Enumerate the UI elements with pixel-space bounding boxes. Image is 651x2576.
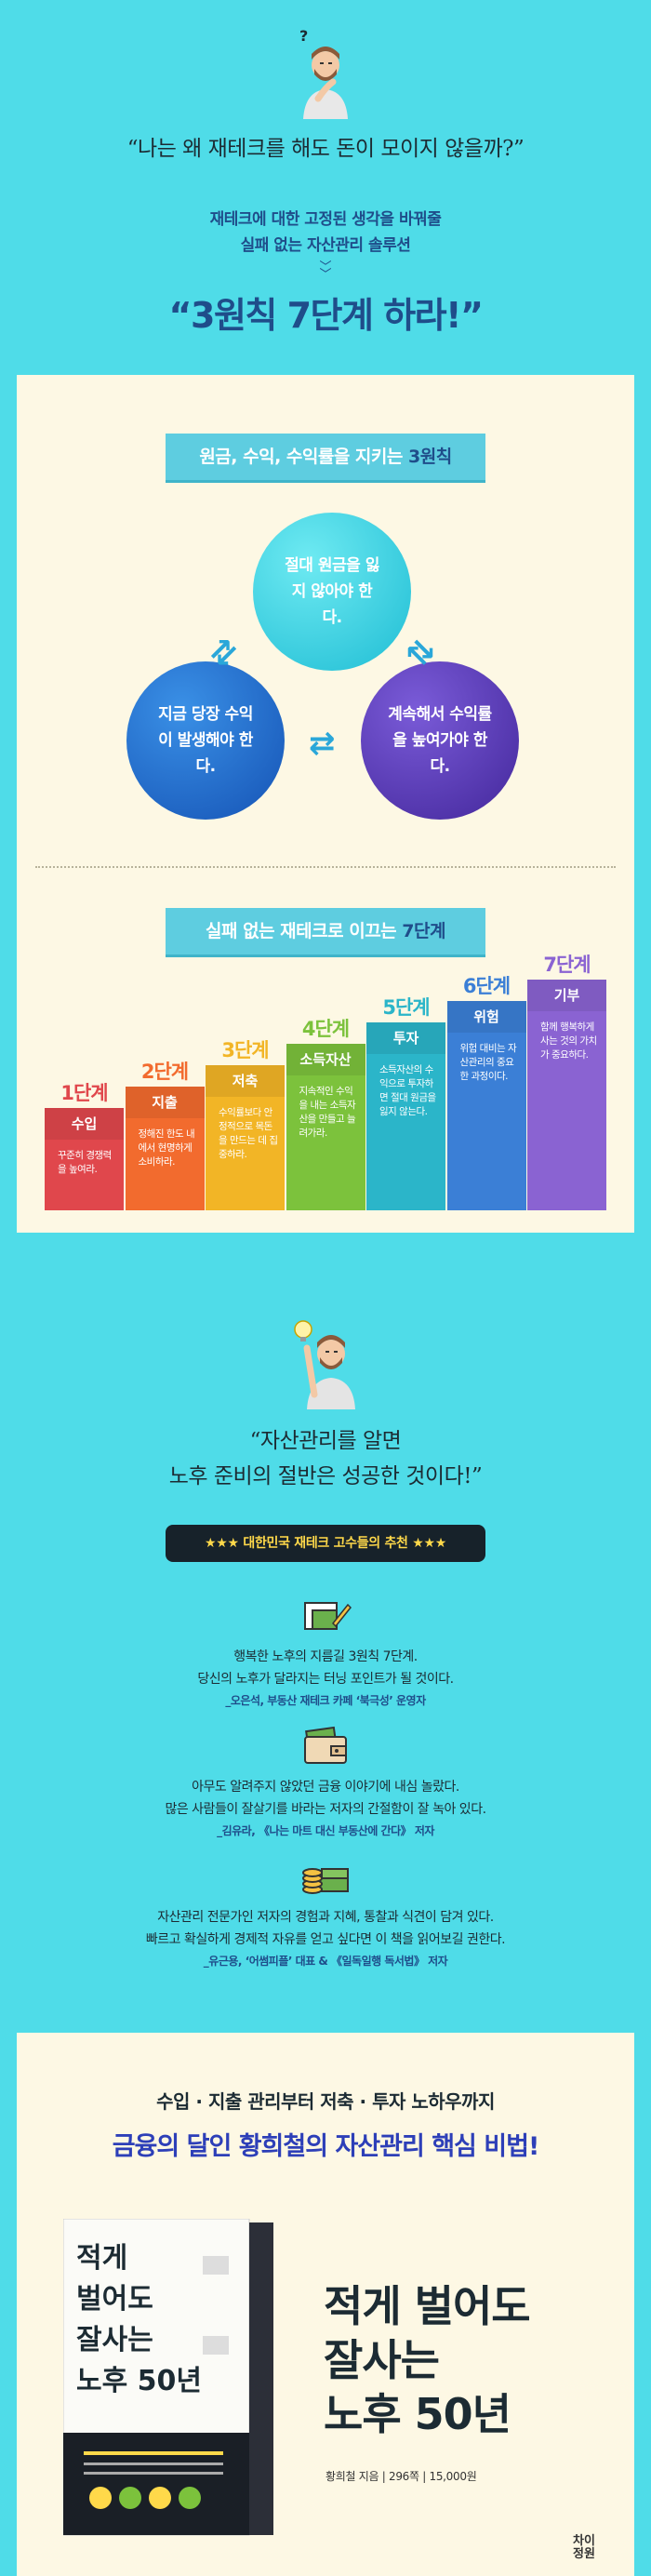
step-title: 투자 xyxy=(366,1022,445,1054)
step-number: 2단계 xyxy=(140,1061,189,1083)
book-panel: 수입 · 지출 관리부터 저축 · 투자 노하우까지 금융의 달인 황희철의 자… xyxy=(17,2033,634,2576)
step-title: 저축 xyxy=(206,1065,285,1097)
book-lead: 수입 · 지출 관리부터 저축 · 투자 노하우까지 xyxy=(156,2090,495,2113)
step-description: 수익률보다 안정적으로 목돈을 만드는 데 집중하라. xyxy=(219,1107,278,1160)
principles-ribbon-text: 원금, 수익, 수익률을 지키는 xyxy=(199,447,408,467)
book-meta: 황희철 지음 | 296쪽 | 15,000원 xyxy=(326,2470,477,2483)
recommendation-item: 자산관리 전문가인 저자의 경험과 지혜, 통찰과 식견이 담겨 있다. 빠르고… xyxy=(0,1856,651,1969)
step-description: 소득자산의 수익으로 투자하면 절대 원금을 잃지 않는다. xyxy=(379,1064,436,1117)
step-description: 꾸준히 경쟁력을 높여라. xyxy=(58,1150,112,1175)
recommendation-line2: 당신의 노후가 달라지는 터닝 포인트가 될 것이다. xyxy=(197,1672,454,1687)
book-tagline: 금융의 달인 황희철의 자산관리 핵심 비법! xyxy=(112,2132,540,2161)
recommendation-author: _유근용, ‘어썸피플’ 대표 & 《일독일행 독서법》 저자 xyxy=(203,1955,448,1968)
recommendation-item: 아무도 알려주지 않았던 금융 이야기에 내심 놀랐다. 많은 사람들이 잘살기… xyxy=(0,1726,651,1838)
book-title-line2: 잘사는 xyxy=(324,2335,440,2385)
chevron-down-icon: ﹀ ﹀ xyxy=(319,260,332,282)
steps-ribbon-emphasis: 7단계 xyxy=(402,921,445,941)
step-title: 지출 xyxy=(125,1087,205,1118)
intro-section: ? “나는 왜 재테크를 해도 돈이 모이지 않을까?” 재테크에 대한 고정된… xyxy=(0,0,651,372)
quote-line1: “자산관리를 알면 xyxy=(249,1429,402,1453)
book-cover-image: 적게 벌어도 잘사는 노후 50년 xyxy=(63,2219,273,2536)
principle-circle-3: 계속해서 수익률을 높여가야 한다. xyxy=(361,661,519,820)
step-description: 함께 행복하게 사는 것의 가치가 중요하다. xyxy=(540,1021,597,1061)
step-title: 수입 xyxy=(45,1108,124,1140)
recommendation-author: _오은석, 부동산 재테크 카페 ‘북극성’ 운영자 xyxy=(225,1694,426,1707)
double-arrow-icon: ⇄ xyxy=(309,725,336,762)
recommendation-line2: 빠르고 확실하게 경제적 자유를 얻고 싶다면 이 책을 읽어보길 권한다. xyxy=(145,1932,506,1947)
principles-panel: 원금, 수익, 수익률을 지키는 3원칙 절대 원금을 잃지 않아야 한다. 지… xyxy=(17,375,634,1233)
money-pen-icon xyxy=(304,1602,352,1630)
recommendation-author: _김유라, 《나는 마트 대신 부동산에 간다》 저자 xyxy=(217,1824,434,1837)
steps-ribbon-text: 실패 없는 재테크로 이끄는 xyxy=(206,921,403,941)
section-divider xyxy=(35,866,616,868)
principle-circle-1: 절대 원금을 잃지 않아야 한다. xyxy=(253,513,411,671)
intro-subtitle: 재테크에 대한 고정된 생각을 바꿔줄 실패 없는 자산관리 솔루션 xyxy=(0,207,651,259)
recommendation-line1: 아무도 알려주지 않았던 금융 이야기에 내심 놀랐다. xyxy=(192,1780,459,1795)
intro-headline: “3원칙 7단계 하라!” xyxy=(168,295,484,336)
step-title: 위험 xyxy=(446,1001,526,1033)
svg-text:적게: 적게 xyxy=(76,2242,127,2275)
svg-text:노후 50년: 노후 50년 xyxy=(76,2365,202,2397)
step-number: 6단계 xyxy=(462,975,511,997)
recommendation-line1: 자산관리 전문가인 저자의 경험과 지혜, 통찰과 식견이 담겨 있다. xyxy=(157,1910,494,1925)
recommendation-item: 행복한 노후의 지름길 3원칙 7단계. 당신의 노후가 달라지는 터닝 포인트… xyxy=(0,1595,651,1708)
svg-text:잘사는: 잘사는 xyxy=(76,2324,153,2356)
step-number: 7단계 xyxy=(543,954,591,976)
quote-line2: 노후 준비의 절반은 성공한 것이다!” xyxy=(168,1464,483,1488)
idea-man-icon xyxy=(294,1320,355,1409)
svg-text:벌어도: 벌어도 xyxy=(76,2283,153,2316)
step-title: 소득자산 xyxy=(286,1044,365,1075)
recommendation-line1: 행복한 노후의 지름길 3원칙 7단계. xyxy=(233,1649,418,1664)
intro-subtitle-line1: 재테크에 대한 고정된 생각을 바꿔줄 xyxy=(209,210,442,229)
book-title-line3: 노후 50년 xyxy=(324,2389,512,2439)
steps-ribbon: 실패 없는 재테크로 이끄는 7단계 xyxy=(166,908,485,954)
coins-stack-icon xyxy=(302,1868,349,1894)
svg-text:?: ? xyxy=(299,27,308,45)
principles-ribbon-emphasis: 3원칙 xyxy=(408,447,452,467)
step-number: 1단계 xyxy=(60,1082,108,1104)
recommendation-line2: 많은 사람들이 잘살기를 바라는 저자의 간절함이 잘 녹아 있다. xyxy=(165,1802,486,1817)
thinking-man-icon: ? xyxy=(299,27,348,119)
step-description: 정해진 한도 내에서 현명하게 소비하라. xyxy=(138,1128,195,1168)
principle-circle-2: 지금 당장 수익이 발생해야 한다. xyxy=(126,661,285,820)
book-title: 적게 벌어도 잘사는 노후 50년 xyxy=(324,2279,531,2441)
recommend-section: “자산관리를 알면 노후 준비의 절반은 성공한 것이다!” ★★★ 대한민국 … xyxy=(0,1233,651,2033)
publisher-logo: 차이 정원 xyxy=(573,2535,595,2561)
intro-subtitle-line2: 실패 없는 자산관리 솔루션 xyxy=(240,236,411,255)
step-number: 3단계 xyxy=(221,1039,269,1061)
step-title: 기부 xyxy=(527,980,606,1011)
step-number: 4단계 xyxy=(301,1018,350,1040)
intro-question: “나는 왜 재테크를 해도 돈이 모이지 않을까?” xyxy=(126,137,525,161)
book-title-line1: 적게 벌어도 xyxy=(324,2281,531,2331)
quote-block: “자산관리를 알면 노후 준비의 절반은 성공한 것이다!” xyxy=(0,1423,651,1494)
principles-ribbon: 원금, 수익, 수익률을 지키는 3원칙 xyxy=(166,434,485,480)
publisher-logo-line2: 정원 xyxy=(573,2547,595,2561)
step-description: 위험 대비는 자산관리의 중요한 과정이다. xyxy=(459,1043,517,1082)
step-description: 지속적인 수익을 내는 소득자산을 만들고 늘려가라. xyxy=(299,1086,356,1139)
wallet-icon xyxy=(304,1726,347,1764)
step-number: 5단계 xyxy=(382,996,430,1019)
recommend-badge: ★★★ 대한민국 재테크 고수들의 추천 ★★★ xyxy=(166,1525,485,1562)
publisher-logo-line1: 차이 xyxy=(573,2534,595,2548)
steps-chart: 1단계 수입 꾸준히 경쟁력을 높여라. 2단계 지출 정해진 한도 내에서 현명하게 소… xyxy=(45,954,606,1210)
